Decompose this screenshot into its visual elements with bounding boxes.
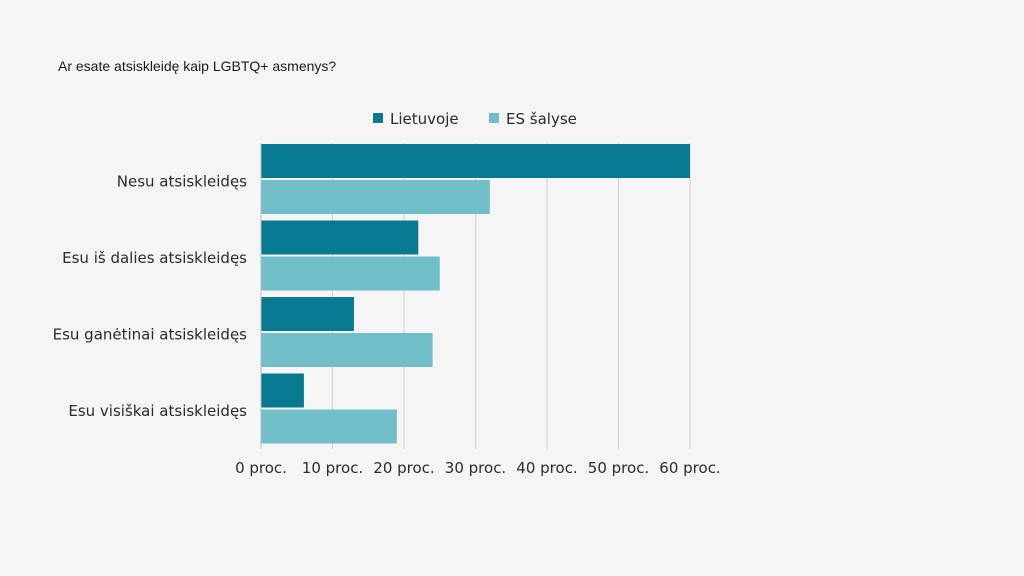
x-tick-label: 40 proc. bbox=[516, 459, 577, 477]
bar-lietuvoje bbox=[261, 220, 419, 255]
x-tick-label: 30 proc. bbox=[445, 459, 506, 477]
x-tick-label: 20 proc. bbox=[373, 459, 434, 477]
legend-label: Lietuvoje bbox=[390, 110, 459, 128]
legend-label: ES šalyse bbox=[506, 110, 577, 128]
bar-es-salyse bbox=[261, 180, 490, 214]
category-label: Esu iš dalies atsiskleidęs bbox=[62, 249, 247, 267]
x-tick-label: 50 proc. bbox=[588, 459, 649, 477]
bar-lietuvoje bbox=[261, 144, 690, 178]
bar-lietuvoje bbox=[261, 373, 304, 408]
legend-swatch bbox=[489, 113, 499, 123]
x-tick-label: 10 proc. bbox=[302, 459, 363, 477]
category-label: Esu ganėtinai atsiskleidęs bbox=[53, 325, 248, 343]
x-tick-label: 0 proc. bbox=[235, 459, 287, 477]
legend-swatch bbox=[373, 113, 383, 123]
category-label: Nesu atsiskleidęs bbox=[117, 172, 247, 190]
category-label: Esu visiškai atsiskleidęs bbox=[68, 402, 247, 420]
bar-lietuvoje bbox=[261, 297, 354, 331]
chart-title: Ar esate atsiskleidę kaip LGBTQ+ asmenys… bbox=[58, 58, 337, 74]
x-tick-label: 60 proc. bbox=[659, 459, 720, 477]
bar-es-salyse bbox=[261, 409, 397, 444]
bar-es-salyse bbox=[261, 256, 440, 291]
bar-es-salyse bbox=[261, 333, 433, 367]
